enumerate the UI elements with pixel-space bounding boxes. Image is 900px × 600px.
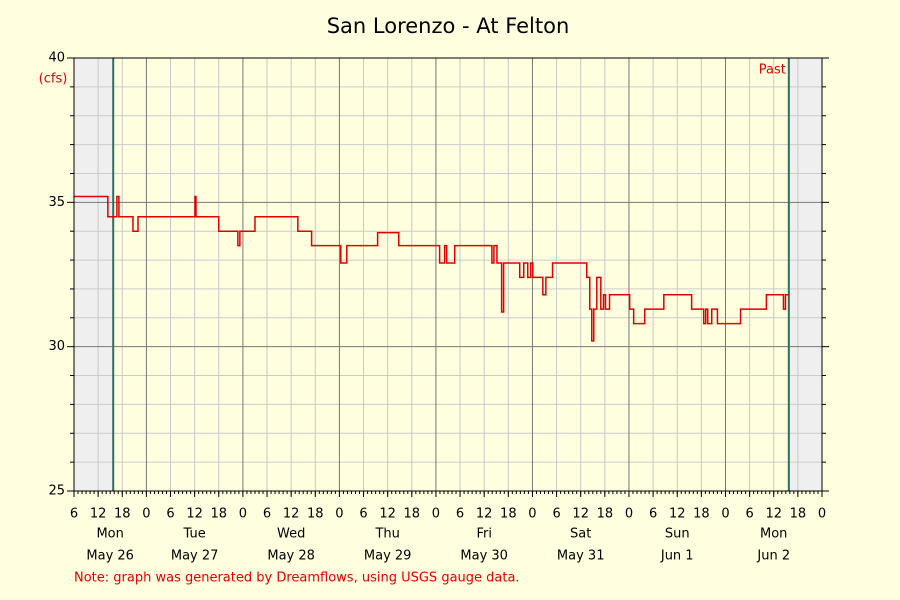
- x-tick-label: 6: [166, 507, 174, 522]
- x-tick-label: 12: [476, 507, 493, 522]
- x-tick-label: 12: [765, 507, 782, 522]
- x-tick-label: 18: [597, 507, 614, 522]
- x-tick-label: 12: [379, 507, 396, 522]
- x-tick-label: 6: [552, 507, 560, 522]
- x-tick-label: 18: [790, 507, 807, 522]
- y-tick-label: 25: [48, 484, 65, 499]
- x-tick-label: 6: [649, 507, 657, 522]
- x-tick-label: 6: [745, 507, 753, 522]
- x-tick-label: 18: [211, 507, 228, 522]
- flow-line: [74, 195, 789, 342]
- x-tick-label: 18: [114, 507, 131, 522]
- weekday-label: Sun: [665, 527, 690, 542]
- plot-frame: [73, 57, 823, 492]
- x-tick-label: 0: [335, 507, 343, 522]
- note: Note: graph was generated by Dreamflows,…: [74, 571, 520, 586]
- weekday-label: Mon: [760, 527, 787, 542]
- date-label: May 30: [460, 549, 508, 564]
- x-tick-label: 18: [404, 507, 421, 522]
- weekday-label: Tue: [183, 527, 206, 542]
- chart-title: San Lorenzo - At Felton: [327, 14, 570, 38]
- weekday-label: Thu: [374, 527, 399, 542]
- x-tick-label: 0: [432, 507, 440, 522]
- date-label: Jun 2: [756, 549, 790, 564]
- x-tick-label: 12: [186, 507, 203, 522]
- weekday-label: Wed: [277, 527, 305, 542]
- weekday-label: Sat: [570, 527, 591, 542]
- annotation: Past: [759, 63, 786, 78]
- date-label: May 26: [86, 549, 134, 564]
- date-label: May 28: [267, 549, 315, 564]
- x-tick-label: 12: [90, 507, 107, 522]
- y-tick-label: 35: [48, 195, 65, 210]
- x-tick-label: 0: [721, 507, 729, 522]
- x-tick-label: 6: [263, 507, 271, 522]
- x-tick-label: 0: [625, 507, 633, 522]
- x-tick-label: 12: [572, 507, 589, 522]
- x-tick-label: 12: [669, 507, 686, 522]
- shade: [74, 58, 114, 491]
- x-tick-label: 0: [142, 507, 150, 522]
- x-tick-label: 6: [456, 507, 464, 522]
- shade: [788, 58, 822, 491]
- date-label: May 27: [171, 549, 219, 564]
- date-label: May 31: [557, 549, 605, 564]
- weekday-label: Mon: [96, 527, 123, 542]
- x-tick-label: 0: [239, 507, 247, 522]
- date-label: May 29: [364, 549, 412, 564]
- x-tick-label: 6: [70, 507, 78, 522]
- x-tick-label: 18: [693, 507, 710, 522]
- x-tick-label: 18: [307, 507, 324, 522]
- date-label: Jun 1: [660, 549, 694, 564]
- weekday-label: Fri: [476, 527, 492, 542]
- x-tick-label: 18: [500, 507, 517, 522]
- x-tick-label: 0: [528, 507, 536, 522]
- y-axis-label: (cfs): [39, 72, 68, 87]
- x-tick-label: 0: [818, 507, 826, 522]
- x-tick-label: 12: [283, 507, 300, 522]
- x-tick-label: 6: [359, 507, 367, 522]
- y-tick-label: 30: [48, 339, 65, 354]
- plot-area: [74, 58, 822, 491]
- y-tick-label: 40: [48, 51, 65, 66]
